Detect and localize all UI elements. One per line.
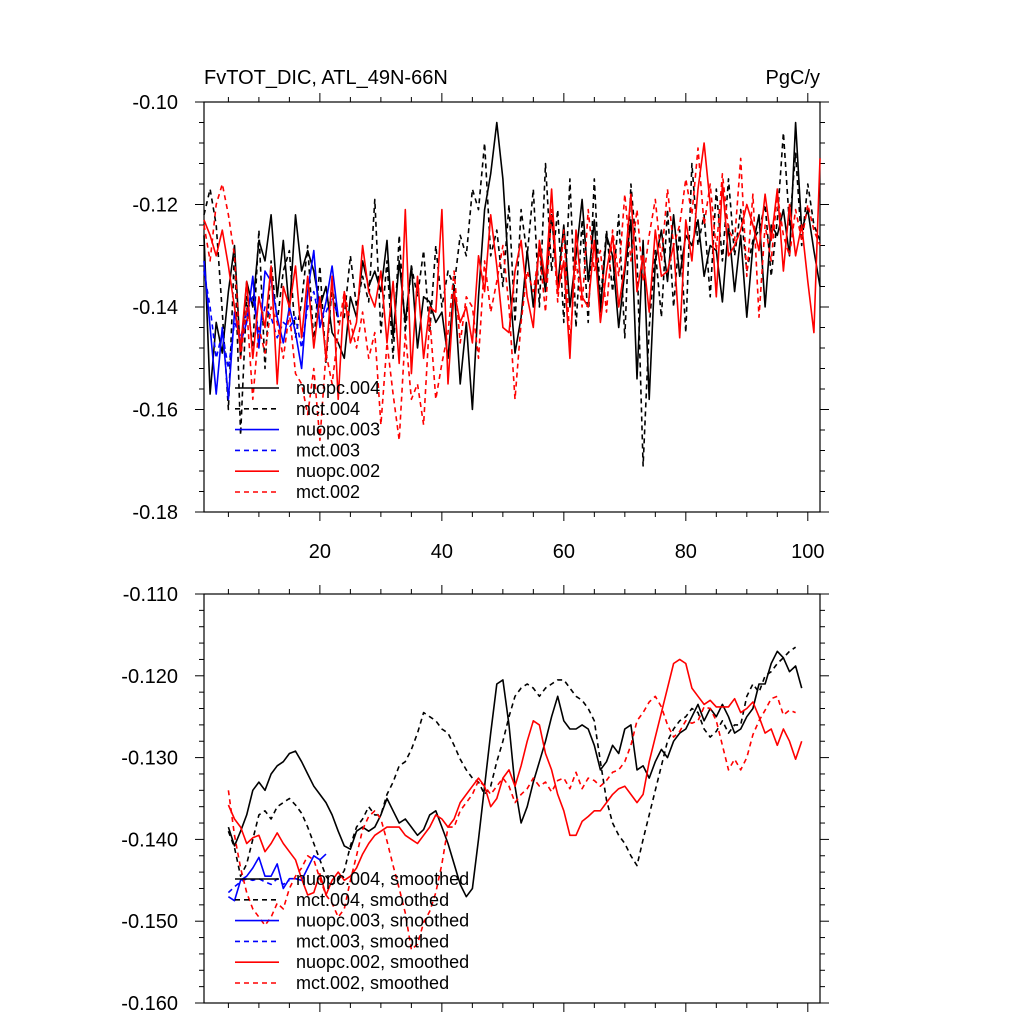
legend-label: nuopc.002 <box>296 461 380 481</box>
x-tick-label: 60 <box>553 541 575 563</box>
x-tick-label: 40 <box>431 541 453 563</box>
chart-title-left: FvTOT_DIC, ATL_49N-66N <box>204 67 448 89</box>
series-line-nuopc-004-smoothed <box>227 650 803 898</box>
legend-label: mct.003, smoothed <box>296 931 449 951</box>
x-tick-label: 80 <box>675 541 697 563</box>
legend: nuopc.004mct.004nuopc.003mct.003nuopc.00… <box>235 378 380 502</box>
legend-label: mct.002, smoothed <box>296 973 449 993</box>
legend-label: mct.004, smoothed <box>296 890 449 910</box>
legend-label: nuopc.003 <box>296 420 380 440</box>
y-tick-label: -0.130 <box>121 748 178 770</box>
chart-title-right: PgC/y <box>766 67 820 89</box>
series-line-mct-002 <box>203 147 821 442</box>
legend-label: mct.002 <box>296 482 360 502</box>
y-tick-label: -0.150 <box>121 911 178 933</box>
bottom-plot: -0.160 -0.150 -0.140 -0.130 -0.120 -0.110 nuop… <box>121 584 829 1015</box>
legend-label: nuopc.004 <box>296 378 380 398</box>
series-line-mct-003-smoothed <box>227 877 290 894</box>
y-tick-label: -0.18 <box>132 502 178 524</box>
y-tick-label: -0.10 <box>132 92 178 114</box>
series-line-mct-003 <box>203 270 339 370</box>
series-line-mct-002-smoothed <box>227 695 796 951</box>
legend-label: nuopc.002, smoothed <box>296 952 469 972</box>
y-tick-label: -0.16 <box>132 400 178 422</box>
plot-frame <box>203 593 821 1004</box>
legend-label: nuopc.003, smoothed <box>296 911 469 931</box>
legend-label: mct.003 <box>296 440 360 460</box>
series-line-mct-004 <box>203 131 821 467</box>
series-line-nuopc-003-smoothed <box>227 853 327 902</box>
x-tick-label: 20 <box>309 541 331 563</box>
y-tick-label: -0.14 <box>132 297 178 319</box>
top-plot: 20 40 60 80 100 -0.18 -0.16 -0.14 -0.12 -0.10 nuop… <box>132 92 829 563</box>
y-tick-label: -0.160 <box>121 993 178 1015</box>
legend-label: mct.004 <box>296 399 360 419</box>
series-line-mct-004-smoothed <box>227 646 797 886</box>
y-tick-label: -0.120 <box>121 666 178 688</box>
legend-label: nuopc.004, smoothed <box>296 869 469 889</box>
x-tick-label: 100 <box>791 541 824 563</box>
series-line-nuopc-002 <box>203 142 821 401</box>
y-tick-label: -0.110 <box>123 584 178 606</box>
y-tick-label: -0.12 <box>132 195 178 217</box>
series-line-nuopc-002-smoothed <box>227 658 803 896</box>
y-tick-label: -0.140 <box>121 829 178 851</box>
